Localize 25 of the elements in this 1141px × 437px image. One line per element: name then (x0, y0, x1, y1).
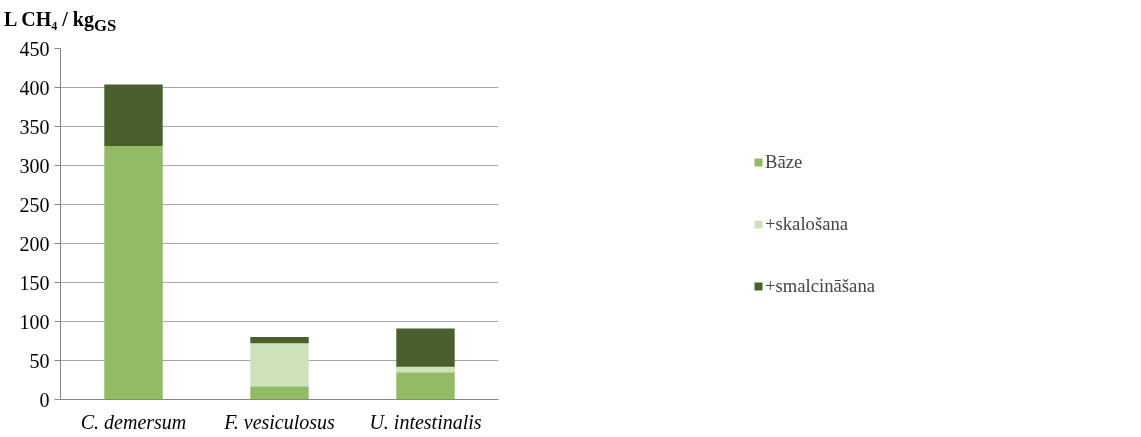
legend-label: +smalcināšana (765, 274, 875, 297)
y-tick-label: 150 (19, 271, 50, 294)
y-axis-title: L CH₄ / kg$_{GS}$ (4, 7, 117, 37)
bar (104, 84, 163, 146)
y-tick-label: 450 (19, 37, 50, 60)
x-tick-label: F. vesiculosus (223, 410, 336, 433)
legend-label: Bāze (765, 150, 803, 173)
legend-label: +skalošana (765, 212, 849, 235)
bar (396, 366, 455, 373)
x-tick-label: C. demersum (80, 410, 187, 433)
bar (104, 146, 163, 400)
bar (250, 337, 309, 344)
y-tick-label: 250 (19, 193, 50, 216)
bar (396, 328, 455, 367)
y-tick-label: 200 (19, 232, 50, 255)
y-tick-label: 400 (19, 76, 50, 99)
bar (250, 343, 309, 387)
bar (396, 372, 455, 400)
y-tick-label: 300 (19, 154, 50, 177)
y-tick-label: 0 (39, 388, 50, 411)
y-tick-label: 50 (29, 349, 50, 372)
y-tick-label: 100 (19, 310, 50, 333)
y-tick-label: 350 (19, 115, 50, 138)
x-tick-label: U. intestinalis (369, 410, 482, 433)
bar (250, 386, 309, 400)
